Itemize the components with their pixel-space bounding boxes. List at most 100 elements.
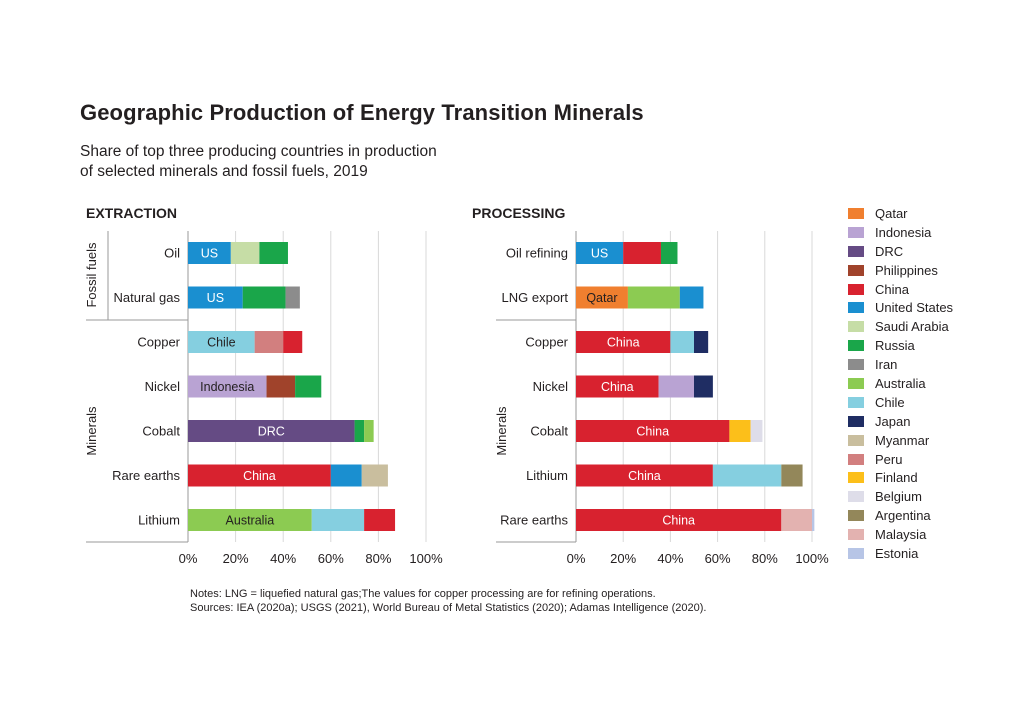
bar-segment: [230, 242, 260, 264]
subtitle-line: of selected minerals and fossil fuels, 2…: [80, 163, 368, 180]
x-tick-label: 20%: [223, 551, 249, 566]
bar-segment: [188, 464, 331, 487]
legend-item: Myanmar: [848, 431, 953, 450]
segment-label: Qatar: [586, 291, 617, 305]
legend-item: Finland: [848, 468, 953, 487]
legend-label: Finland: [875, 470, 918, 486]
chart-title: Geographic Production of Energy Transiti…: [80, 100, 644, 125]
legend-item: Japan: [848, 412, 953, 431]
bar-segment: [364, 509, 396, 531]
legend-label: Belgium: [875, 489, 922, 505]
legend-label: Iran: [875, 357, 898, 373]
bar-segment: [354, 420, 365, 442]
category-label: Lithium: [526, 468, 568, 483]
bar-segment: [679, 286, 704, 309]
legend-label: Russia: [875, 338, 915, 354]
legend-item: United States: [848, 298, 953, 317]
legend-item: Chile: [848, 393, 953, 412]
legend-label: DRC: [875, 243, 904, 259]
bar-segment: [670, 331, 694, 353]
bar-segment: [623, 242, 661, 264]
bar-segment: [330, 464, 362, 487]
category-label: Rare earths: [500, 513, 568, 528]
bar-segment: [812, 509, 815, 531]
bar-segment: [750, 420, 763, 442]
legend-swatch: [848, 510, 864, 522]
legend-item: Qatar: [848, 204, 953, 223]
legend-item: Philippines: [848, 261, 953, 280]
x-tick-label: 60%: [705, 551, 731, 566]
bar-segment: [364, 420, 374, 442]
legend-item: Argentina: [848, 506, 953, 525]
bar-segment: [576, 509, 782, 531]
legend-item: Australia: [848, 374, 953, 393]
category-label: Cobalt: [530, 424, 568, 439]
legend-label: Qatar: [875, 205, 908, 221]
legend-label: Indonesia: [875, 224, 932, 240]
subtitle-line: Share of top three producing countries i…: [80, 143, 437, 160]
bar-segment: [311, 509, 365, 531]
segment-label: China: [628, 469, 661, 483]
legend-swatch: [848, 472, 864, 484]
segment-label: China: [243, 469, 276, 483]
bar-segment: [694, 331, 709, 353]
bar-segment: [576, 375, 659, 398]
legend-swatch: [848, 340, 864, 352]
legend-swatch: [848, 396, 864, 408]
legend: Qatar Indonesia DRC Philippines China United …: [848, 204, 953, 563]
segment-label: China: [601, 380, 634, 394]
legend-swatch: [848, 547, 864, 559]
legend-item: Belgium: [848, 487, 953, 506]
bar-segment: [259, 242, 288, 264]
category-label: Oil refining: [506, 246, 568, 261]
segment-label: China: [607, 336, 640, 350]
bar-segment: [781, 464, 803, 487]
notes-line: Notes: LNG = liquefied natural gas;The v…: [190, 588, 656, 600]
legend-item: China: [848, 280, 953, 299]
legend-item: Saudi Arabia: [848, 317, 953, 336]
category-label: Nickel: [533, 379, 569, 394]
category-label: Oil: [164, 246, 180, 261]
x-tick-label: 0%: [179, 551, 198, 566]
legend-label: Chile: [875, 394, 905, 410]
segment-label: China: [636, 425, 669, 439]
group-label: Minerals: [84, 406, 99, 456]
bar-segment: [242, 286, 286, 309]
legend-label: Argentina: [875, 508, 931, 524]
notes: Notes: LNG = liquefied natural gas;The v…: [190, 587, 706, 615]
bar-segment: [188, 509, 312, 531]
legend-swatch: [848, 283, 864, 295]
bar-segment: [361, 464, 388, 487]
bar-segment: [576, 242, 624, 264]
bar-segment: [188, 420, 355, 442]
legend-label: Myanmar: [875, 432, 930, 448]
x-tick-label: 100%: [795, 551, 829, 566]
bar-segment: [658, 375, 694, 398]
legend-item: Peru: [848, 450, 953, 469]
legend-item: Indonesia: [848, 223, 953, 242]
legend-swatch: [848, 415, 864, 427]
x-tick-label: 40%: [270, 551, 296, 566]
category-label: Natural gas: [114, 290, 181, 305]
category-label: Rare earths: [112, 468, 180, 483]
legend-swatch: [848, 453, 864, 465]
legend-item: Iran: [848, 355, 953, 374]
segment-label: DRC: [258, 425, 285, 439]
category-label: Copper: [525, 335, 568, 350]
legend-swatch: [848, 245, 864, 257]
group-label: Fossil fuels: [84, 242, 99, 308]
category-label: Lithium: [138, 513, 180, 528]
bar-segment: [188, 375, 267, 398]
segment-label: US: [591, 247, 608, 261]
bar-segment: [576, 331, 671, 353]
bar-segment: [576, 286, 628, 309]
legend-swatch: [848, 321, 864, 333]
legend-label: Malaysia: [875, 527, 927, 543]
segment-label: US: [207, 291, 224, 305]
segment-label: US: [201, 247, 218, 261]
category-label: Copper: [137, 335, 180, 350]
legend-label: Philippines: [875, 262, 938, 278]
category-label: Cobalt: [142, 424, 180, 439]
segment-label: Chile: [207, 336, 236, 350]
